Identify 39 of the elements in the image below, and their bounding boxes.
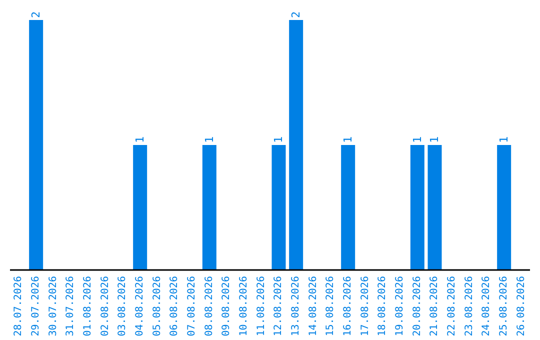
x-tick-label: 16.08.2026 [342, 276, 354, 336]
x-tick-label: 20.08.2026 [412, 276, 423, 336]
x-tick-label: 21.08.2026 [429, 276, 440, 336]
x-tick-label: 17.08.2026 [360, 276, 371, 336]
data-label: 2 [30, 11, 43, 18]
x-tick-label: 14.08.2026 [308, 276, 319, 336]
x-tick-label: 12.08.2026 [273, 276, 284, 336]
x-tick-label: 23.08.2026 [464, 276, 475, 336]
x-tick-label: 26.08.2026 [516, 276, 527, 336]
x-tick-label: 30.07.2026 [48, 276, 59, 336]
x-tick-label: 25.08.2026 [498, 276, 510, 336]
data-label: 1 [342, 136, 355, 143]
data-label: 1 [134, 136, 147, 143]
x-tick-label: 01.08.2026 [82, 276, 94, 336]
data-label: 1 [498, 136, 511, 143]
data-label: 1 [202, 136, 216, 143]
x-tick-label: 04.08.2026 [134, 276, 146, 336]
x-tick-label: 19.08.2026 [394, 276, 406, 336]
x-tick-label: 09.08.2026 [221, 276, 232, 336]
x-tick-label: 03.08.2026 [117, 276, 128, 336]
x-tick-label: 18.08.2026 [377, 276, 388, 336]
x-tick-label: 07.08.2026 [186, 276, 198, 336]
x-tick-label: 11.08.2026 [256, 276, 267, 336]
x-tick-label: 22.08.2026 [446, 276, 458, 336]
x-tick-label: 28.07.2026 [13, 276, 24, 336]
x-tick-label: 08.08.2026 [204, 276, 215, 336]
x-tick-label: 29.07.2026 [30, 276, 42, 336]
x-tick-label: 06.08.2026 [169, 276, 180, 336]
x-tick-label: 10.08.2026 [238, 276, 250, 336]
x-tick-label: 24.08.2026 [481, 276, 492, 336]
x-tick-label: 02.08.2026 [100, 276, 111, 336]
x-tick-label: 05.08.2026 [152, 276, 163, 336]
data-label: 2 [290, 11, 303, 18]
x-tick-label: 31.07.2026 [65, 276, 76, 336]
data-label: 1 [410, 136, 424, 143]
data-label: 1 [428, 136, 442, 143]
x-tick-label: 13.08.2026 [290, 276, 302, 336]
x-tick-label: 15.08.2026 [325, 276, 336, 336]
data-label: 1 [272, 136, 286, 143]
